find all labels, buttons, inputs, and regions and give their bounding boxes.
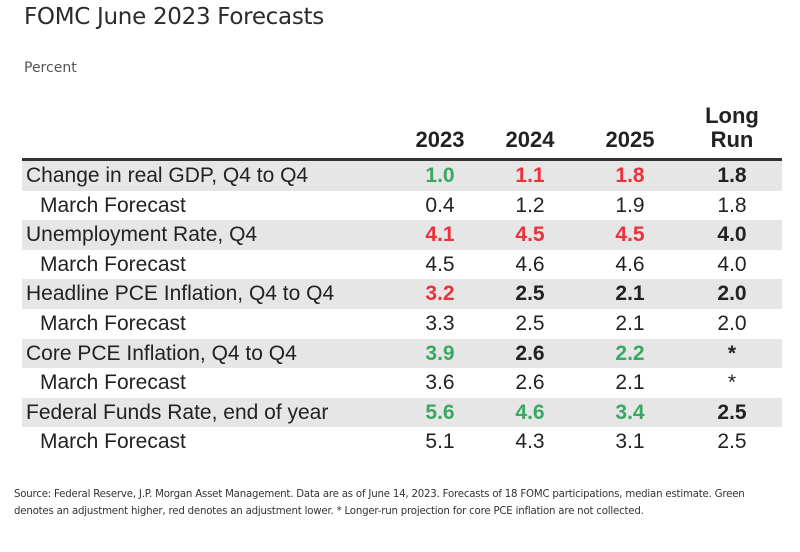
chart-title: FOMC June 2023 Forecasts: [24, 4, 324, 30]
value-cell: 2.1: [615, 371, 645, 395]
column-header-2023: 2023: [415, 127, 465, 152]
value-cell: 5.6: [425, 400, 455, 424]
value-cell: 3.9: [425, 341, 455, 365]
row-label: Headline PCE Inflation, Q4 to Q4: [26, 282, 335, 306]
value-cell: 5.1: [425, 430, 455, 454]
row-label: March Forecast: [40, 193, 186, 217]
value-cell: 4.6: [515, 400, 545, 424]
value-cell: 4.5: [515, 223, 545, 247]
value-cell: *: [727, 341, 737, 365]
value-cell: 1.8: [717, 193, 747, 217]
value-cell: 3.1: [615, 430, 645, 454]
row-label: March Forecast: [40, 311, 186, 335]
value-cell: 4.6: [615, 252, 645, 276]
row-label: March Forecast: [40, 430, 186, 454]
value-cell: 1.0: [425, 164, 455, 187]
table-row: Core PCE Inflation, Q4 to Q4 3.9 2.6 2.2 *: [22, 338, 782, 369]
row-label: Federal Funds Rate, end of year: [26, 400, 329, 424]
value-cell: 2.0: [717, 311, 747, 335]
value-cell: 2.5: [717, 400, 747, 424]
forecast-table: 2023 2024 2025 Long Run Change in real G…: [22, 102, 782, 457]
value-cell: 3.6: [425, 371, 455, 395]
value-cell: 2.0: [717, 282, 747, 306]
value-cell: 2.1: [615, 311, 645, 335]
value-cell: 4.5: [615, 223, 645, 247]
value-cell: 2.6: [515, 371, 545, 395]
value-cell: 1.8: [717, 164, 747, 187]
table-row-march-forecast: March Forecast 4.5 4.6 4.6 4.0: [22, 249, 782, 280]
table-row-march-forecast: March Forecast 0.4 1.2 1.9 1.8: [22, 190, 782, 221]
value-cell: 2.5: [717, 430, 747, 454]
value-cell: *: [727, 371, 737, 395]
value-cell: 2.2: [615, 341, 645, 365]
column-header-long-run-text: Long Run: [705, 103, 759, 152]
value-cell: 4.3: [515, 430, 545, 454]
column-header-long-run: Long Run: [682, 104, 782, 152]
table-row-march-forecast: March Forecast 3.3 2.5 2.1 2.0: [22, 308, 782, 339]
value-cell: 1.1: [515, 164, 545, 187]
table-row-march-forecast: March Forecast 5.1 4.3 3.1 2.5: [22, 427, 782, 457]
column-header-2024: 2024: [505, 127, 555, 152]
value-cell: 4.6: [515, 252, 545, 276]
value-cell: 2.5: [515, 311, 545, 335]
value-cell: 3.3: [425, 311, 455, 335]
row-label: Unemployment Rate, Q4: [26, 223, 258, 247]
value-cell: 4.1: [425, 223, 455, 247]
table-header: 2023 2024 2025 Long Run: [22, 102, 782, 161]
value-cell: 3.2: [425, 282, 455, 306]
value-cell: 4.0: [717, 223, 747, 247]
value-cell: 4.5: [425, 252, 455, 276]
value-cell: 2.6: [515, 341, 545, 365]
table-row: Federal Funds Rate, end of year 5.6 4.6 3.4…: [22, 397, 782, 428]
value-cell: 1.8: [615, 164, 645, 187]
table-row: Headline PCE Inflation, Q4 to Q4 3.2 2.5 2.…: [22, 279, 782, 309]
value-cell: 2.1: [615, 282, 645, 306]
table-body: Change in real GDP, Q4 to Q4 1.0 1.1 1.8 1.8…: [22, 161, 782, 457]
value-cell: 3.4: [615, 400, 645, 424]
column-header-2025: 2025: [605, 127, 655, 152]
value-cell: 2.5: [515, 282, 545, 306]
table-row: Change in real GDP, Q4 to Q4 1.0 1.1 1.8 1.8: [22, 161, 782, 191]
value-cell: 1.2: [515, 193, 545, 217]
table-row: Unemployment Rate, Q4 4.1 4.5 4.5 4.0: [22, 220, 782, 250]
table-row-march-forecast: March Forecast 3.6 2.6 2.1 *: [22, 368, 782, 398]
row-label: Change in real GDP, Q4 to Q4: [26, 164, 309, 187]
source-footnote: Source: Federal Reserve, J.P. Morgan Ass…: [14, 489, 745, 517]
unit-label: Percent: [24, 60, 77, 76]
value-cell: 4.0: [717, 252, 747, 276]
row-label: March Forecast: [40, 252, 186, 276]
value-cell: 0.4: [425, 193, 455, 217]
row-label: Core PCE Inflation, Q4 to Q4: [26, 341, 297, 365]
value-cell: 1.9: [615, 193, 645, 217]
row-label: March Forecast: [40, 371, 186, 395]
